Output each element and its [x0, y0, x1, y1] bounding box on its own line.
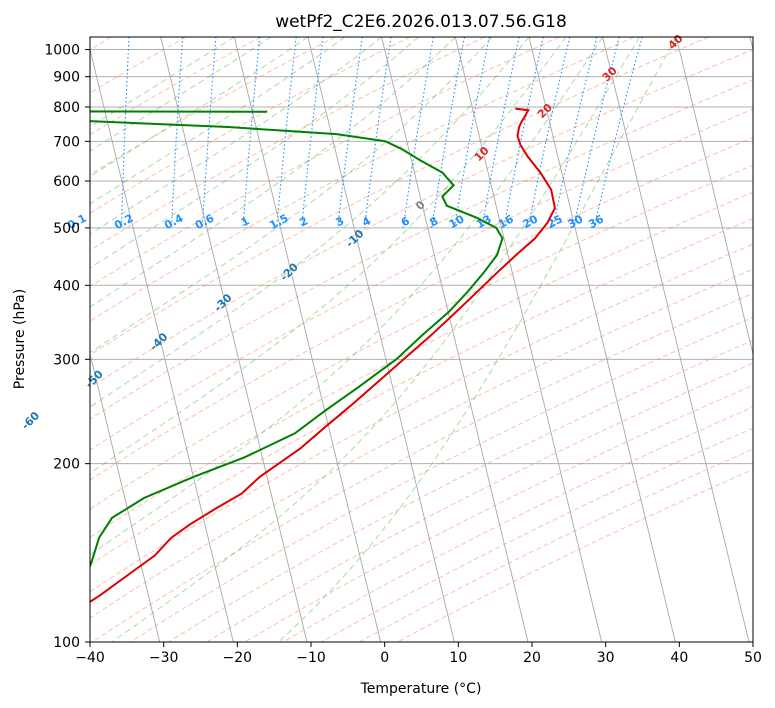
dry-adiabat-line [90, 37, 635, 322]
x-tick-label: −40 [75, 650, 105, 666]
dry-adiabat-line [90, 37, 336, 176]
mixing-ratio-line [527, 37, 571, 229]
isotherm-line [602, 37, 750, 642]
isotherm-line [675, 37, 753, 356]
mixing-ratio-label: 20 [520, 212, 540, 231]
mixing-ratio-line [300, 37, 324, 228]
moist-adiabat-line [90, 37, 382, 235]
pressure-gridlines [90, 49, 753, 642]
y-tick-label: 500 [53, 221, 80, 237]
dry-adiabat-line [90, 37, 485, 251]
dewpoint-series-line [90, 110, 504, 570]
moist-adiabat-line [90, 37, 604, 556]
mixing-ratio-label: 10 [447, 212, 467, 231]
y-tick-label: 800 [53, 100, 80, 116]
mixing-ratio-label: 30 [566, 212, 586, 231]
y-tick-label: 200 [53, 457, 80, 473]
mixing-ratio-label: 16 [496, 212, 516, 231]
mixing-ratio-line [337, 37, 363, 228]
chart-title: wetPf2_C2E6.2026.013.07.56.G18 [275, 12, 567, 32]
dry-adiabat-line [90, 243, 753, 593]
moist-adiabat-line [111, 37, 640, 642]
x-tick-label: −30 [149, 650, 179, 666]
mixing-ratio-line [242, 37, 261, 228]
moist-adiabat-line [90, 37, 456, 308]
mixing-ratio-line [552, 37, 598, 229]
plot-frame [89, 36, 754, 643]
mixing-ratio-line [363, 37, 392, 228]
moist-adiabat-line [90, 37, 419, 269]
dry-adiabat-line [90, 191, 753, 538]
isotherm-line [233, 37, 382, 642]
y-axis: 100 200 300 400 500 600 700 800 900 1000 [44, 43, 90, 651]
dry-adiabat-line [90, 37, 187, 94]
mixing-ratio-line [593, 37, 643, 229]
dry-adiabat-line [244, 384, 753, 642]
y-axis-label: Pressure (hPa) [12, 289, 28, 389]
moist-adiabat-line [90, 37, 567, 474]
moist-adiabat-line [278, 37, 677, 642]
moist-adiabat-line [90, 37, 530, 408]
isotherms [90, 37, 753, 642]
y-tick-label: 400 [53, 278, 80, 294]
moist-adiabats [90, 37, 677, 642]
x-tick-label: −20 [223, 650, 253, 666]
temperature-series-line [90, 107, 556, 604]
x-tick-label: 0 [380, 650, 389, 666]
isotherm-line [307, 37, 455, 642]
dry-adiabat-line [90, 49, 753, 389]
dry-adiabat-line [90, 164, 753, 510]
y-tick-label: 1000 [44, 43, 80, 59]
mixing-ratio-line [481, 37, 520, 228]
isotherm-line [90, 47, 234, 642]
x-tick-label: 20 [523, 650, 541, 666]
dry-adiabat-line [90, 37, 709, 356]
dry-adiabat-line [90, 268, 753, 619]
y-tick-label: 100 [53, 635, 80, 651]
x-axis-label: Temperature (°C) [360, 681, 482, 697]
dry-adiabat-line [90, 37, 560, 287]
isotherm-line [160, 37, 308, 642]
isotherm-line [528, 37, 676, 642]
y-tick-label: 300 [53, 352, 80, 368]
moist-adiabat-line [90, 37, 346, 205]
y-tick-label: 700 [53, 134, 80, 150]
x-tick-label: −10 [296, 650, 326, 666]
dry-adiabat-line [90, 217, 753, 566]
mixing-ratio-line [276, 37, 297, 228]
mixing-ratio-line [572, 37, 620, 229]
y-tick-label: 600 [53, 174, 80, 190]
isotherm-line [90, 352, 161, 642]
y-tick-label: 900 [53, 70, 80, 86]
x-tick-label: 30 [597, 650, 615, 666]
x-tick-label: 40 [670, 650, 688, 666]
background-lines [90, 37, 753, 642]
x-axis: −40 −30 −20 −10 0 10 20 30 40 50 [75, 642, 762, 666]
isotherm-line [454, 37, 603, 642]
dry-adiabat-line [90, 137, 753, 481]
isotherm-line [381, 37, 529, 642]
dry-adiabat-line [90, 79, 753, 420]
x-tick-label: 50 [744, 650, 762, 666]
mixing-ratio-line [453, 37, 490, 228]
mixing-ratio-label: 36 [586, 212, 606, 231]
x-tick-label: 10 [449, 650, 467, 666]
